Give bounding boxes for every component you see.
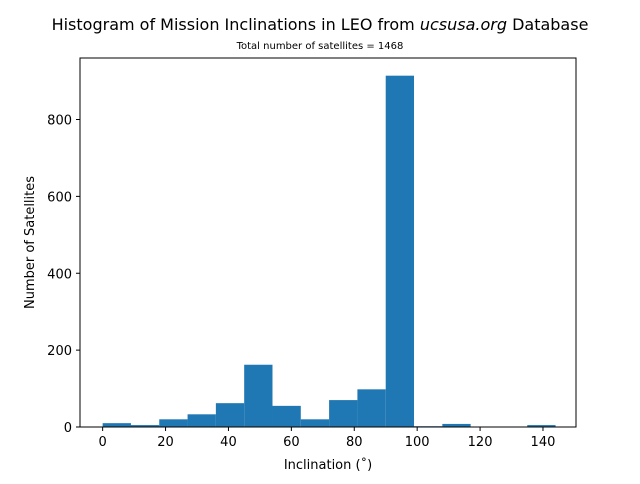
x-tick-label: 40 [220, 435, 237, 450]
y-tick-label: 400 [47, 267, 72, 282]
y-axis-ticks: 0 200 400 600 800 [47, 114, 80, 436]
histogram-bar [300, 419, 330, 427]
chart-title-italic: ucsusa.org [420, 15, 507, 34]
chart-title: Histogram of Mission Inclinations in LEO… [52, 15, 589, 34]
x-tick-label: 60 [283, 435, 300, 450]
histogram-bar [215, 403, 245, 427]
histogram-bar [442, 423, 471, 427]
histogram-bar [130, 425, 160, 427]
histogram-bar [187, 414, 216, 427]
chart-title-prefix: Histogram of Mission Inclinations in LEO… [52, 15, 420, 34]
x-tick-label: 120 [468, 435, 493, 450]
chart-subtitle: Total number of satellites = 1468 [236, 41, 404, 52]
x-tick-label: 80 [346, 435, 363, 450]
chart-title-suffix: Database [507, 15, 588, 34]
histogram-bar [272, 405, 301, 427]
histogram-bar [159, 419, 188, 427]
y-tick-label: 800 [47, 114, 72, 129]
histogram-bar [357, 389, 386, 427]
y-tick-label: 600 [47, 190, 72, 205]
x-axis-label: Inclination (˚) [284, 457, 372, 473]
histogram-bar [329, 400, 358, 427]
y-tick-label: 200 [47, 344, 72, 359]
histogram-bar [244, 364, 273, 427]
histogram-bar [527, 425, 556, 427]
x-tick-label: 0 [99, 435, 107, 450]
plot-frame [79, 57, 577, 428]
x-tick-label: 140 [531, 435, 556, 450]
x-tick-label: 20 [157, 435, 174, 450]
y-tick-label: 0 [64, 421, 72, 436]
x-tick-label: 100 [405, 435, 430, 450]
histogram-bar [102, 423, 131, 427]
y-axis-label: Number of Satellites [23, 176, 38, 309]
x-axis-ticks: 0 20 40 60 80 100 120 140 [99, 427, 556, 450]
histogram-bar [385, 75, 415, 428]
histogram-bars [102, 75, 556, 428]
